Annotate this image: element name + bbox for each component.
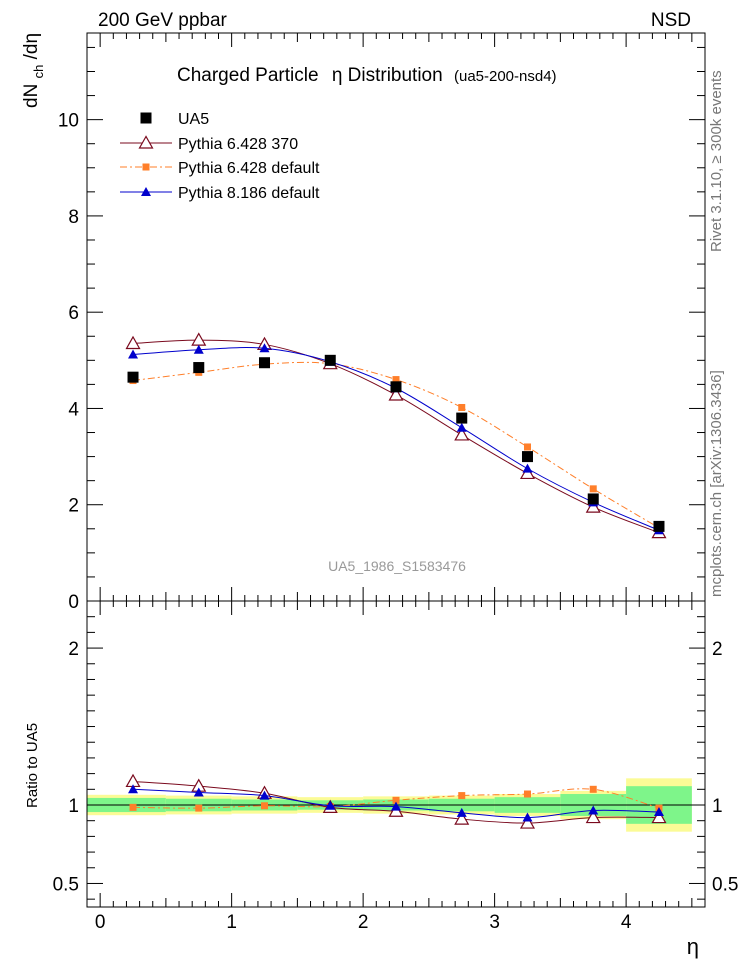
- ratio-point-pythia-6-428-default: [523, 790, 531, 798]
- main-point-pythia-8-186-default: [193, 344, 204, 354]
- x-tick-label: 0: [95, 912, 106, 933]
- axis-ticks: [87, 33, 705, 907]
- main-y-label-sub: ch: [31, 65, 46, 79]
- main-title: Charged Particle η Distribution (ua5-200…: [177, 65, 557, 86]
- analysis-watermark: UA5_1986_S1583476: [328, 558, 466, 574]
- legend-label-pythia-6-428-default: Pythia 6.428 default: [178, 160, 320, 177]
- main-point-pythia-8-186-default: [456, 422, 467, 432]
- main-point-pythia-6-428-default: [523, 443, 531, 451]
- axis-tick-labels: 0 1 2 3 4 0 2 4 6 8 10 0.5 0.5 1 1 2 2: [53, 111, 739, 933]
- main-point-pythia-8-186-default: [128, 349, 139, 359]
- ratio-point-pythia-8-186-default: [128, 784, 139, 794]
- main-point-ua5: [259, 357, 271, 369]
- ratio-y-tick-label-left: 2: [68, 639, 79, 660]
- main-line-pythia-8-186-default: [132, 347, 660, 531]
- ratio-y-tick-label-right: 0.5: [712, 874, 738, 895]
- ratio-point-pythia-8-186-default: [456, 807, 467, 817]
- ratio-point-pythia-8-186-default: [391, 801, 401, 811]
- legend-label-pythia-6-428-370: Pythia 6.428 370: [178, 136, 298, 153]
- ratio-point-pythia-6-428-default: [261, 802, 269, 810]
- legend-label-ua5: UA5: [178, 111, 209, 128]
- main-title-eta: η Distribution: [332, 65, 443, 86]
- main-panel-series: [125, 332, 667, 539]
- main-point-pythia-6-428-370: [125, 335, 141, 350]
- main-point-ua5: [521, 451, 533, 463]
- ratio-point-pythia-6-428-default: [129, 803, 137, 811]
- ratio-point-pythia-8-186-default: [259, 790, 270, 800]
- main-y-tick-label: 0: [68, 592, 79, 613]
- ratio-y-tick-label-right: 2: [712, 639, 723, 660]
- main-point-ua5: [324, 354, 336, 366]
- legend-marker-pythia-6-428-default: [142, 163, 150, 171]
- legend-marker-pythia-6-428-370: [138, 135, 154, 149]
- main-y-label-dn: dN: [21, 84, 42, 108]
- main-point-ua5: [653, 520, 665, 532]
- main-title-prefix: Charged Particle: [177, 65, 319, 86]
- main-point-ua5: [193, 362, 205, 374]
- ratio-point-pythia-6-428-370: [651, 809, 667, 824]
- ratio-point-pythia-6-428-default: [195, 804, 203, 812]
- main-y-tick-label: 10: [58, 111, 79, 132]
- main-point-ua5: [390, 381, 402, 393]
- main-line-pythia-6-428-370: [132, 339, 660, 534]
- main-y-tick-label: 4: [68, 399, 79, 420]
- ratio-y-tick-label-left: 0.5: [53, 874, 79, 895]
- main-point-pythia-6-428-370: [519, 465, 536, 480]
- ratio-panel-series: [125, 773, 667, 829]
- ratio-y-axis-label: Ratio to UA5: [24, 723, 41, 808]
- ratio-line-pythia-6-428-default: [133, 788, 660, 809]
- main-y-tick-label: 6: [68, 303, 79, 324]
- ratio-point-pythia-8-186-default: [193, 787, 204, 797]
- rivet-label: Rivet 3.1.10, ≥ 300k events: [708, 70, 725, 252]
- header-right: NSD: [651, 10, 691, 31]
- ratio-point-pythia-6-428-370: [454, 811, 470, 825]
- ratio-y-tick-label-right: 1: [712, 796, 723, 817]
- mcplots-label: mcplots.cern.ch [arXiv:1306.3436]: [708, 370, 725, 597]
- legend-label-pythia-8-186-default: Pythia 8.186 default: [178, 185, 320, 202]
- ratio-y-tick-label-left: 1: [68, 796, 79, 817]
- main-y-axis-label: dN ch /dη: [21, 33, 48, 108]
- main-y-label-tail: /dη: [21, 33, 42, 59]
- x-tick-label: 1: [226, 912, 237, 933]
- main-point-ua5: [587, 493, 599, 505]
- ratio-point-pythia-8-186-default: [522, 812, 533, 822]
- main-point-ua5: [127, 371, 139, 383]
- ratio-panel-frame: [86, 600, 706, 908]
- x-axis-label: η: [687, 934, 699, 959]
- main-point-pythia-6-428-default: [589, 485, 597, 493]
- x-tick-label: 4: [621, 912, 632, 933]
- main-point-pythia-6-428-370: [454, 427, 470, 441]
- main-point-ua5: [456, 412, 468, 424]
- main-point-pythia-8-186-default: [259, 343, 270, 353]
- x-tick-label: 3: [489, 912, 500, 933]
- main-point-pythia-6-428-370: [191, 332, 207, 346]
- main-y-tick-label: 8: [68, 207, 79, 228]
- ratio-point-pythia-8-186-default: [325, 800, 336, 810]
- ratio-point-pythia-6-428-default: [392, 796, 400, 804]
- ratio-point-pythia-8-186-default: [588, 805, 599, 815]
- main-point-pythia-6-428-default: [392, 376, 400, 384]
- legend-marker-ua5: [140, 112, 152, 124]
- ratio-point-pythia-6-428-default: [458, 792, 466, 800]
- main-point-pythia-6-428-370: [388, 387, 404, 401]
- ratio-point-pythia-8-186-default: [653, 807, 664, 817]
- ratio-point-pythia-6-428-default: [589, 785, 597, 793]
- main-y-tick-label: 2: [68, 496, 79, 517]
- main-point-pythia-6-428-370: [585, 499, 601, 513]
- main-title-tag: (ua5-200-nsd4): [454, 68, 557, 85]
- legend-marker-pythia-8-186-default: [141, 187, 151, 196]
- main-point-pythia-8-186-default: [522, 463, 533, 473]
- ratio-point-pythia-6-428-370: [585, 809, 601, 824]
- legend: UA5 Pythia 6.428 370 Pythia 6.428 default P…: [120, 111, 320, 202]
- ratio-point-pythia-6-428-370: [519, 815, 536, 829]
- x-tick-label: 2: [358, 912, 369, 933]
- main-point-pythia-6-428-default: [458, 403, 466, 411]
- header-left: 200 GeV ppbar: [98, 10, 228, 31]
